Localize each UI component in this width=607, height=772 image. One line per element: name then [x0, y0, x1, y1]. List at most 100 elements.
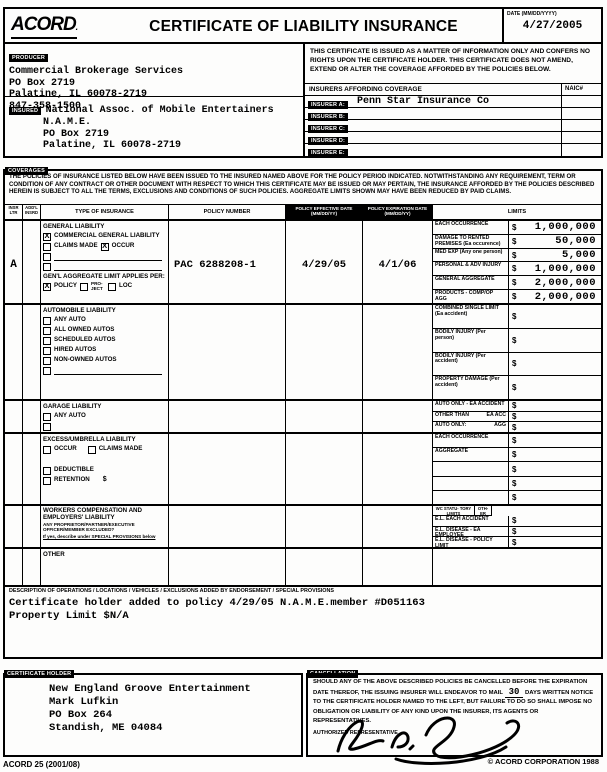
checkbox-garage-any-auto[interactable] [43, 412, 51, 421]
checkbox-gl-blank1[interactable] [43, 252, 51, 261]
auto-policy-number[interactable] [169, 305, 286, 399]
holder-contact[interactable]: Mark Lufkin [49, 696, 119, 708]
insurer-d-naic[interactable] [561, 132, 601, 143]
checkbox-all-owned-autos[interactable] [43, 326, 51, 335]
date-label: DATE (MM/DD/YYYY) [507, 11, 557, 17]
limit-row: DAMAGE TO RENTED PREMISES (Ea occurence)… [433, 234, 601, 249]
other-expiration-date[interactable] [363, 549, 433, 585]
certificate-holder-title: CERTIFICATE HOLDER [4, 670, 75, 678]
gl-effective-date[interactable]: 4/29/05 [286, 221, 363, 303]
limit-row: PROPERTY DAMAGE (Per accident) $ [433, 376, 601, 399]
other-title: OTHER [43, 551, 65, 558]
insured-address2[interactable]: Palatine, IL 60078-2719 [43, 140, 182, 151]
certificate-notice: THIS CERTIFICATE IS ISSUED AS A MATTER O… [305, 44, 601, 85]
checkbox-excess-claims-made[interactable] [87, 445, 96, 454]
gl-expiration-date[interactable]: 4/1/06 [363, 221, 433, 303]
checkbox-deductible[interactable] [43, 466, 51, 475]
garage-policy-number[interactable] [169, 401, 286, 432]
producer-address1[interactable]: PO Box 2719 [9, 77, 76, 89]
checkbox-scheduled-autos[interactable] [43, 336, 51, 345]
auto-liability-row: AUTOMOBILE LIABILITY ANY AUTO ALL OWNED … [5, 305, 601, 401]
holder-address2[interactable]: Standish, ME 04084 [49, 722, 163, 734]
col-type-of-insurance: TYPE OF INSURANCE [41, 205, 169, 219]
checkbox-non-owned-autos[interactable] [43, 356, 51, 365]
checkbox-garage-blank[interactable] [43, 422, 51, 431]
insurer-e-naic[interactable] [561, 144, 601, 156]
insurer-row-b: INSURER B: [305, 108, 601, 121]
checkbox-project[interactable] [80, 282, 89, 291]
description-line1[interactable]: Certificate holder added to policy 4/29/… [9, 597, 425, 609]
holder-address1[interactable]: PO Box 264 [49, 709, 113, 721]
form-header: ACORD. CERTIFICATE OF LIABILITY INSURANC… [3, 7, 603, 44]
checkbox-loc[interactable] [108, 282, 117, 291]
checkbox-retention[interactable] [43, 476, 51, 485]
description-of-operations: DESCRIPTION OF OPERATIONS / LOCATIONS / … [3, 587, 603, 659]
insurer-c-naic[interactable] [561, 120, 601, 131]
other-policy-number[interactable] [169, 549, 286, 585]
gl-limits: EACH OCCURRENCE $1,000,000 DAMAGE TO RENT… [433, 221, 601, 303]
limit-row: BODILY INJURY (Per accident) $ [433, 352, 601, 377]
garage-effective-date[interactable] [286, 401, 363, 432]
producer-address2[interactable]: Palatine, IL 60078-2719 [9, 89, 148, 100]
gl-policy-number[interactable]: PAC 6288208-1 [169, 221, 286, 303]
auto-effective-date[interactable] [286, 305, 363, 399]
cancellation-days-value[interactable]: 30 [504, 686, 524, 698]
wc-question: ANY PROPRIETOR/PARTNER/EXECUTIVE OFFICER… [43, 522, 135, 532]
checkbox-any-auto[interactable] [43, 316, 51, 325]
producer-phone[interactable]: 847-358-1500 [9, 100, 82, 112]
garage-expiration-date[interactable] [363, 401, 433, 432]
limit-row: AUTO ONLY - EA ACCIDENT $ [433, 401, 601, 412]
limit-row: $ [433, 490, 601, 505]
limit-row: $ [433, 462, 601, 477]
form-title: CERTIFICATE OF LIABILITY INSURANCE [149, 18, 458, 35]
excess-policy-number[interactable] [169, 434, 286, 504]
checkbox-commercial-general-liability[interactable]: X [43, 231, 51, 241]
naic-header: NAIC# [561, 84, 601, 95]
col-limits: LIMITS [507, 209, 527, 215]
gl-damage-rented-value[interactable]: 50,000 [555, 235, 596, 248]
col-insr-ltr: INSR LTR [5, 205, 23, 219]
right-party-column: THIS CERTIFICATE IS ISSUED AS A MATTER O… [303, 44, 601, 157]
limit-row: AUTO ONLY: AGG $ [435, 422, 517, 433]
insurer-a-naic[interactable] [561, 96, 601, 107]
insurer-b-naic[interactable] [561, 108, 601, 119]
excess-effective-date[interactable] [286, 434, 363, 504]
checkbox-claims-made[interactable] [43, 242, 51, 251]
auto-type-cell: AUTOMOBILE LIABILITY ANY AUTO ALL OWNED … [41, 305, 169, 399]
checkbox-gl-blank2[interactable] [43, 262, 51, 271]
insurers-affording-label: INSURERS AFFORDING COVERAGE [309, 86, 422, 94]
insurer-a-label: INSURER A: [308, 100, 348, 109]
checkbox-excess-occur[interactable] [43, 445, 51, 454]
gl-products-compop-value[interactable]: 2,000,000 [534, 290, 596, 303]
coverage-table-header: INSR LTR ADD'L INSRD TYPE OF INSURANCE P… [5, 205, 601, 221]
other-effective-date[interactable] [286, 549, 363, 585]
wc-effective-date[interactable] [286, 506, 363, 547]
insured-address1[interactable]: PO Box 2719 [43, 128, 110, 140]
checkbox-occur[interactable]: X [100, 241, 109, 251]
insured-name2[interactable]: N.A.M.E. [43, 117, 92, 128]
gl-personal-adv-injury-value[interactable]: 1,000,000 [534, 262, 596, 275]
description-line2[interactable]: Property Limit $N/A [9, 610, 129, 622]
acord-logo: ACORD. [5, 9, 105, 42]
insurers-header-row: INSURERS AFFORDING COVERAGE NAIC# [305, 84, 601, 96]
excess-title: EXCESS/UMBRELLA LIABILITY [43, 436, 136, 443]
checkbox-policy[interactable]: X [43, 281, 51, 291]
excess-limits: EACH OCCURRENCE $ AGGREGATE $ $ $ $ [433, 434, 601, 505]
holder-name[interactable]: New England Groove Entertainment [49, 683, 251, 695]
excess-expiration-date[interactable] [363, 434, 433, 504]
date-value[interactable]: 4/27/2005 [522, 20, 583, 32]
wc-policy-number[interactable] [169, 506, 286, 547]
insured-name[interactable]: National Assoc. of Mobile Entertainers [45, 105, 274, 116]
gl-med-exp-value[interactable]: 5,000 [561, 249, 596, 262]
auto-expiration-date[interactable] [363, 305, 433, 399]
wc-expiration-date[interactable] [363, 506, 433, 547]
excess-umbrella-row: EXCESS/UMBRELLA LIABILITY OCCUR CLAIMS MA… [5, 434, 601, 506]
gl-general-aggregate-value[interactable]: 2,000,000 [534, 276, 596, 289]
insurer-a-value[interactable]: Penn Star Insurance Co [357, 96, 490, 107]
gl-each-occurrence-value[interactable]: 1,000,000 [534, 221, 596, 234]
acord-logo-text: ACORD. [11, 15, 78, 39]
gl-insr-letter[interactable]: A [5, 221, 23, 303]
checkbox-hired-autos[interactable] [43, 346, 51, 355]
producer-name[interactable]: Commercial Brokerage Services [9, 66, 184, 77]
checkbox-auto-blank[interactable] [43, 366, 51, 375]
